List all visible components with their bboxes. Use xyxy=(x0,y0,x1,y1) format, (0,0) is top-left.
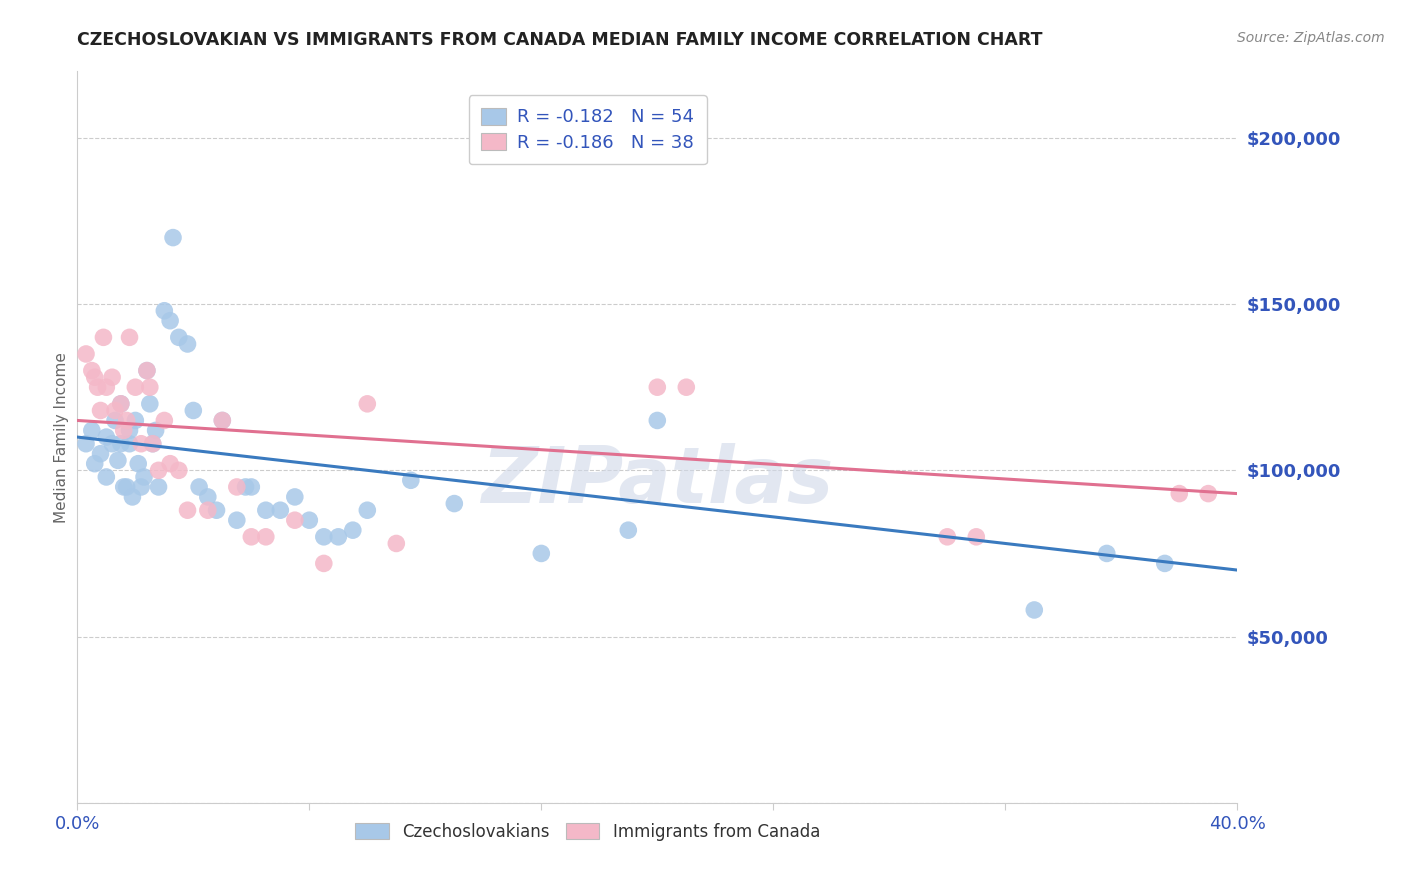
Point xyxy=(269,503,291,517)
Point xyxy=(183,403,205,417)
Point xyxy=(127,457,149,471)
Point xyxy=(647,380,669,394)
Point xyxy=(83,457,105,471)
Point xyxy=(530,546,553,560)
Y-axis label: Median Family Income: Median Family Income xyxy=(53,351,69,523)
Point xyxy=(188,480,211,494)
Point xyxy=(118,424,141,438)
Point xyxy=(132,470,155,484)
Point xyxy=(136,363,159,377)
Point xyxy=(107,453,129,467)
Point xyxy=(148,463,170,477)
Point xyxy=(129,436,152,450)
Point xyxy=(112,424,135,438)
Point xyxy=(90,447,111,461)
Point xyxy=(211,413,233,427)
Point xyxy=(115,413,138,427)
Point xyxy=(110,436,132,450)
Text: CZECHOSLOVAKIAN VS IMMIGRANTS FROM CANADA MEDIAN FAMILY INCOME CORRELATION CHART: CZECHOSLOVAKIAN VS IMMIGRANTS FROM CANAD… xyxy=(77,31,1043,49)
Point xyxy=(312,530,335,544)
Point xyxy=(167,330,190,344)
Point xyxy=(83,370,105,384)
Point xyxy=(240,530,263,544)
Point xyxy=(240,480,263,494)
Point xyxy=(342,523,364,537)
Point xyxy=(197,490,219,504)
Point xyxy=(129,480,152,494)
Point xyxy=(1197,486,1219,500)
Point xyxy=(254,530,277,544)
Point xyxy=(153,413,176,427)
Point xyxy=(284,513,307,527)
Point xyxy=(211,413,233,427)
Point xyxy=(399,473,422,487)
Point xyxy=(96,430,118,444)
Point xyxy=(139,380,162,394)
Point xyxy=(385,536,408,550)
Text: ZIPatlas: ZIPatlas xyxy=(481,443,834,519)
Point xyxy=(110,397,132,411)
Point xyxy=(312,557,335,571)
Point xyxy=(159,314,181,328)
Point xyxy=(90,403,111,417)
Point xyxy=(162,230,184,244)
Point xyxy=(93,330,115,344)
Point xyxy=(617,523,640,537)
Point xyxy=(142,436,165,450)
Point xyxy=(167,463,190,477)
Point xyxy=(197,503,219,517)
Point xyxy=(647,413,669,427)
Point xyxy=(115,480,138,494)
Point xyxy=(356,503,378,517)
Point xyxy=(356,397,378,411)
Point xyxy=(936,530,959,544)
Point xyxy=(284,490,307,504)
Point xyxy=(148,480,170,494)
Point xyxy=(153,303,176,318)
Point xyxy=(139,397,162,411)
Point xyxy=(142,436,165,450)
Point xyxy=(118,330,141,344)
Point xyxy=(176,337,198,351)
Point xyxy=(80,424,103,438)
Point xyxy=(110,397,132,411)
Point xyxy=(104,403,127,417)
Point xyxy=(1024,603,1046,617)
Point xyxy=(121,490,143,504)
Point xyxy=(124,413,146,427)
Point xyxy=(1095,546,1118,560)
Point xyxy=(205,503,228,517)
Point xyxy=(86,380,108,394)
Text: Source: ZipAtlas.com: Source: ZipAtlas.com xyxy=(1237,31,1385,45)
Point xyxy=(298,513,321,527)
Point xyxy=(254,503,277,517)
Point xyxy=(145,424,167,438)
Legend: Czechoslovakians, Immigrants from Canada: Czechoslovakians, Immigrants from Canada xyxy=(347,814,828,849)
Point xyxy=(225,480,247,494)
Point xyxy=(675,380,697,394)
Point xyxy=(118,436,141,450)
Point xyxy=(112,480,135,494)
Point xyxy=(176,503,198,517)
Point xyxy=(124,380,146,394)
Point xyxy=(159,457,181,471)
Point xyxy=(75,347,97,361)
Point xyxy=(101,436,124,450)
Point xyxy=(104,413,127,427)
Point xyxy=(101,370,124,384)
Point xyxy=(1168,486,1191,500)
Point xyxy=(1153,557,1175,571)
Point xyxy=(328,530,350,544)
Point xyxy=(225,513,247,527)
Point xyxy=(80,363,103,377)
Point xyxy=(136,363,159,377)
Point xyxy=(443,497,465,511)
Point xyxy=(96,380,118,394)
Point xyxy=(96,470,118,484)
Point xyxy=(965,530,987,544)
Point xyxy=(235,480,257,494)
Point xyxy=(75,436,97,450)
